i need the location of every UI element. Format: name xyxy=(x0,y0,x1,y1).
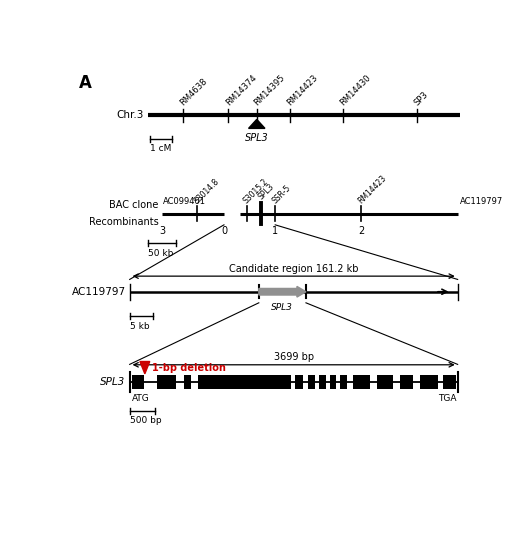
Text: RM14423: RM14423 xyxy=(285,73,320,108)
Polygon shape xyxy=(249,119,265,128)
Text: 2: 2 xyxy=(358,226,364,236)
Text: 500 bp: 500 bp xyxy=(130,416,161,425)
Text: SPL3: SPL3 xyxy=(101,377,125,387)
Text: RM14423: RM14423 xyxy=(357,173,388,205)
Text: RM14430: RM14430 xyxy=(339,73,373,108)
Bar xyxy=(400,375,413,389)
Text: 3699 bp: 3699 bp xyxy=(273,352,314,362)
Text: Recombinants: Recombinants xyxy=(89,217,158,227)
Bar xyxy=(330,375,336,389)
Text: SPL3: SPL3 xyxy=(245,133,269,143)
Bar xyxy=(184,375,191,389)
Bar xyxy=(132,375,144,389)
Bar xyxy=(198,375,291,389)
Text: ATG: ATG xyxy=(132,393,150,402)
Text: AC119797: AC119797 xyxy=(71,287,125,297)
Bar xyxy=(308,375,315,389)
Text: RM14374: RM14374 xyxy=(224,73,258,108)
Text: SPL3: SPL3 xyxy=(256,182,276,202)
Text: 0: 0 xyxy=(221,226,227,236)
Bar xyxy=(377,375,393,389)
Text: 1: 1 xyxy=(272,226,278,236)
Text: AC119797: AC119797 xyxy=(460,197,503,206)
Text: SSR-5: SSR-5 xyxy=(270,183,293,205)
FancyArrow shape xyxy=(259,286,306,297)
Bar xyxy=(419,375,439,389)
Text: Candidate region 161.2 kb: Candidate region 161.2 kb xyxy=(229,264,359,273)
Polygon shape xyxy=(140,361,150,374)
Bar xyxy=(353,375,369,389)
Text: S3014.8: S3014.8 xyxy=(193,176,221,205)
Text: SP3: SP3 xyxy=(412,90,430,108)
Text: 50 kb: 50 kb xyxy=(148,248,174,257)
Bar xyxy=(320,375,326,389)
Text: S3015.2: S3015.2 xyxy=(242,176,270,205)
Bar xyxy=(340,375,347,389)
Text: 1 cM: 1 cM xyxy=(150,144,171,154)
Text: 5 kb: 5 kb xyxy=(130,322,149,330)
Text: RM4638: RM4638 xyxy=(179,77,209,108)
Text: TGA: TGA xyxy=(438,393,457,402)
Text: 1-bp deletion: 1-bp deletion xyxy=(152,363,226,373)
Text: Chr.3: Chr.3 xyxy=(117,110,144,120)
Text: SPL3: SPL3 xyxy=(271,303,293,312)
Bar xyxy=(157,375,176,389)
Bar xyxy=(443,375,457,389)
Text: RM14395: RM14395 xyxy=(252,73,287,108)
Text: AC099401: AC099401 xyxy=(162,197,205,206)
Bar xyxy=(295,375,303,389)
Text: BAC clone: BAC clone xyxy=(109,200,158,211)
Text: A: A xyxy=(78,74,92,92)
Text: 3: 3 xyxy=(159,226,166,236)
